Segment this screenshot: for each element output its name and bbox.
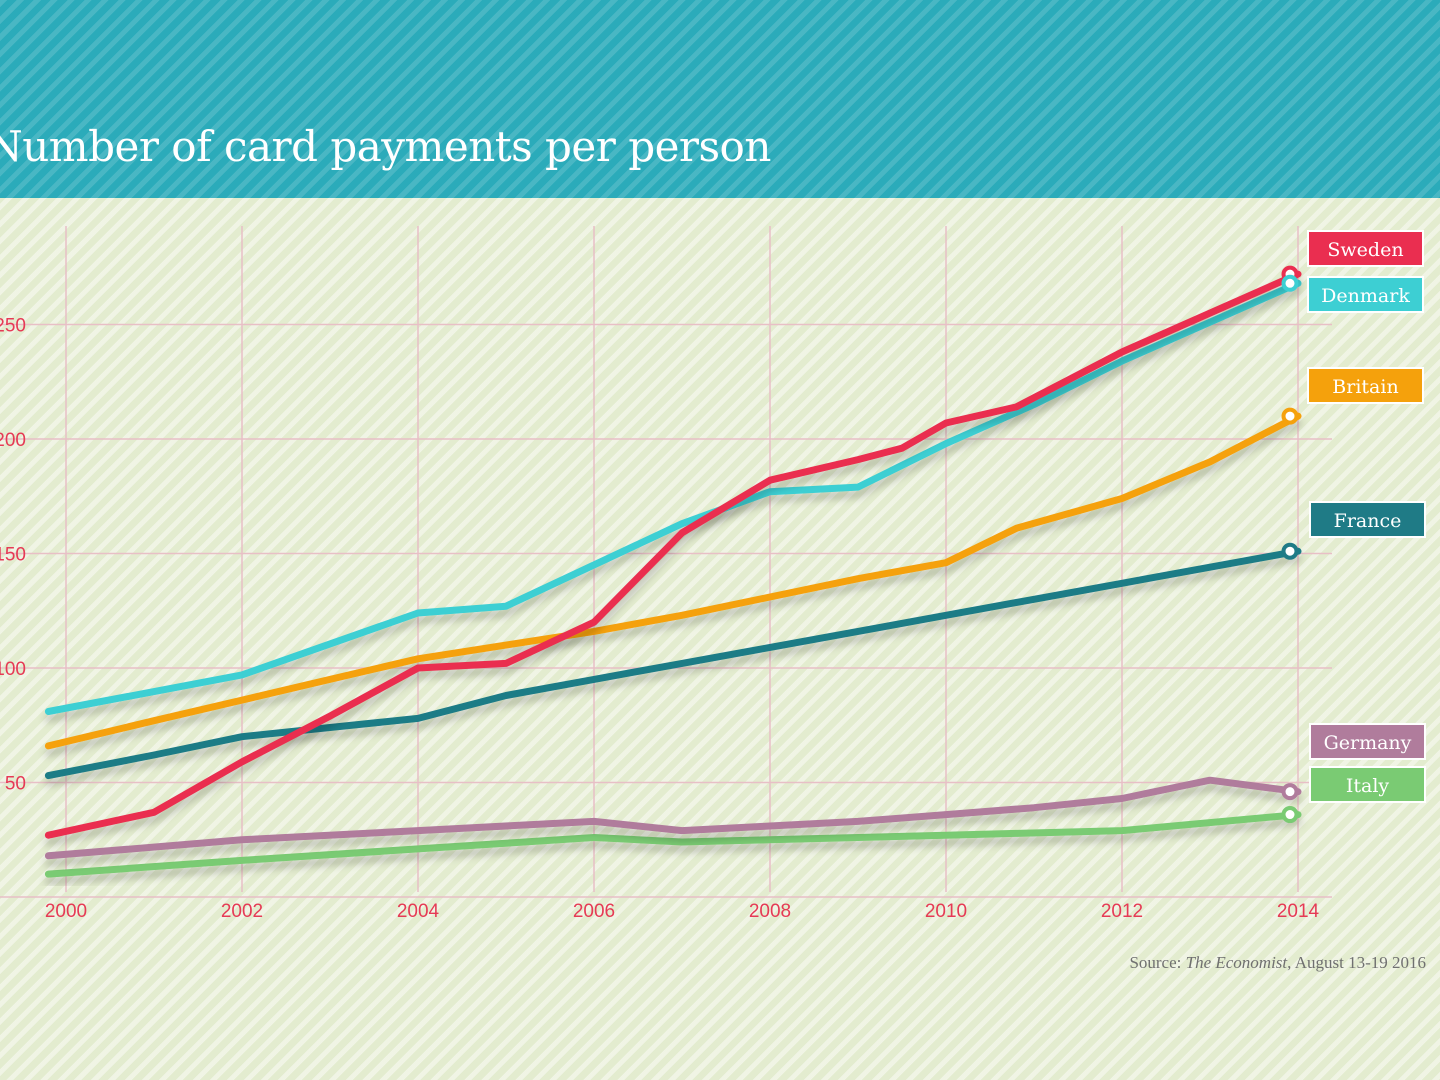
header-banner: Number of card payments per person — [0, 0, 1440, 198]
legend-label-france: France — [1334, 510, 1402, 532]
x-tick-label: 2000 — [45, 901, 87, 922]
legend-box-france — [1309, 501, 1426, 538]
series-lines — [44, 270, 1302, 878]
legend-box-sweden — [1307, 230, 1424, 267]
x-tick-label: 2008 — [749, 901, 791, 922]
line-chart: 50100150200250 2000200220042006200820102… — [0, 226, 1426, 922]
series-line-sweden — [44, 270, 1302, 839]
series-line-germany — [44, 776, 1302, 860]
legend-label-denmark: Denmark — [1321, 285, 1410, 307]
source-prefix: Source: — [1129, 953, 1186, 972]
series-line-france — [44, 547, 1302, 780]
series-line-britain — [44, 412, 1302, 750]
end-marker-france — [1281, 542, 1299, 560]
x-tick-label: 2004 — [397, 901, 440, 922]
x-tick-label: 2010 — [925, 901, 967, 922]
y-tick-label: 150 — [0, 545, 26, 566]
series-line-denmark — [44, 279, 1302, 715]
legend-label-italy: Italy — [1346, 775, 1390, 797]
source-publication: The Economist — [1185, 953, 1288, 972]
legend: Sweden Denmark Britain France Germany Italy — [1281, 230, 1426, 824]
y-axis-ticks: 50 100 150 200 250 — [0, 316, 26, 795]
y-tick-label: 50 — [5, 774, 26, 795]
x-tick-label: 2002 — [221, 901, 263, 922]
x-tick-label: 2012 — [1101, 901, 1143, 922]
legend-box-britain — [1307, 367, 1424, 404]
end-marker-italy — [1281, 806, 1299, 824]
legend-box-denmark — [1307, 276, 1424, 313]
legend-label-germany: Germany — [1324, 732, 1412, 754]
series-line-italy — [44, 811, 1302, 878]
end-marker-denmark — [1281, 274, 1299, 292]
chart-title: Number of card payments per person — [0, 122, 771, 171]
legend-label-britain: Britain — [1332, 376, 1398, 398]
y-tick-label: 200 — [0, 430, 26, 451]
legend-box-italy — [1309, 766, 1426, 803]
end-marker-germany — [1281, 783, 1299, 801]
source-suffix: , August 13-19 2016 — [1287, 953, 1426, 972]
x-tick-label: 2006 — [573, 901, 615, 922]
x-tick-label: 2014 — [1277, 901, 1320, 922]
legend-box-germany — [1309, 723, 1426, 760]
end-marker-britain — [1281, 407, 1299, 425]
legend-label-sweden: Sweden — [1327, 239, 1403, 261]
x-axis-ticks: 2000 2002 2004 2006 2008 2010 2012 2014 — [45, 901, 1320, 922]
y-tick-label: 100 — [0, 659, 26, 680]
y-tick-label: 250 — [0, 316, 26, 337]
source-note: Source: The Economist, August 13-19 2016 — [1129, 953, 1426, 973]
